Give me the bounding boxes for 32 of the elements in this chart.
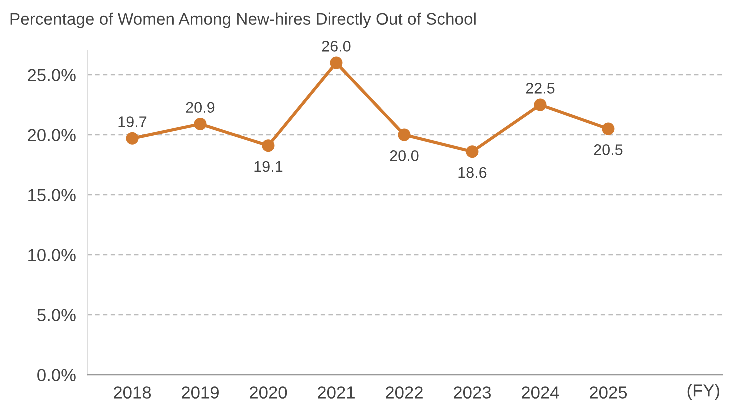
data-label: 19.1 xyxy=(254,161,283,172)
x-tick-label: 2022 xyxy=(386,386,423,399)
chart-title: Percentage of Women Among New-hires Directly Out of School xyxy=(10,12,476,28)
x-tick-label: 2021 xyxy=(318,386,355,399)
point xyxy=(466,146,479,158)
data-label: 26.0 xyxy=(322,41,351,52)
x-axis-title: (FY) xyxy=(688,384,720,400)
data-label: 18.6 xyxy=(458,167,487,178)
x-tick-label: 2024 xyxy=(522,386,560,399)
y-tick-label: 20.0% xyxy=(28,129,76,142)
point xyxy=(126,132,139,145)
data-label: 19.7 xyxy=(118,116,147,128)
data-label: 20.5 xyxy=(594,144,623,156)
point xyxy=(398,128,411,142)
data-label: 20.9 xyxy=(186,102,215,114)
x-tick-label: 2023 xyxy=(454,386,492,399)
x-tick-label: 2020 xyxy=(250,386,288,399)
x-tick-label: 2018 xyxy=(114,386,152,399)
data-label: 22.5 xyxy=(526,83,555,94)
x-tick-label: 2025 xyxy=(590,386,628,399)
y-tick-label: 0.0% xyxy=(38,369,76,382)
point xyxy=(602,122,615,136)
point xyxy=(330,56,343,70)
y-tick-label: 15.0% xyxy=(28,189,76,202)
x-tick-label: 2019 xyxy=(182,386,219,399)
point xyxy=(194,118,207,130)
point xyxy=(262,140,275,152)
y-tick-label: 10.0% xyxy=(28,249,76,262)
point xyxy=(534,98,547,112)
data-label: 20.0 xyxy=(390,150,419,162)
y-tick-label: 25.0% xyxy=(28,69,76,82)
y-tick-label: 5.0% xyxy=(38,309,76,322)
